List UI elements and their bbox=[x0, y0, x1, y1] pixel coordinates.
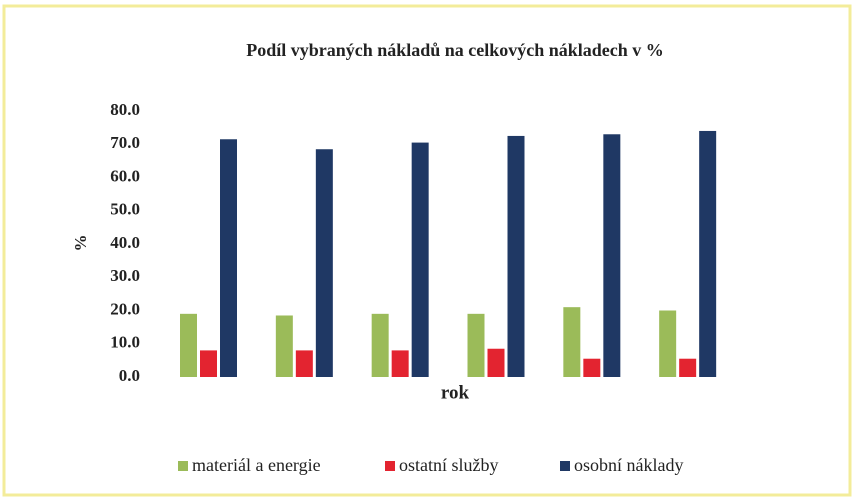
bar bbox=[583, 358, 601, 377]
y-tick-label: 10.0 bbox=[110, 333, 140, 352]
bar bbox=[603, 134, 621, 377]
bar bbox=[180, 313, 197, 377]
legend-label: ostatní služby bbox=[399, 455, 499, 475]
y-axis-label: % bbox=[71, 235, 90, 252]
bar bbox=[699, 130, 717, 377]
x-axis-label: rok bbox=[441, 382, 470, 403]
bar bbox=[563, 307, 581, 377]
bar bbox=[507, 135, 525, 377]
y-tick-label: 70.0 bbox=[110, 133, 140, 152]
legend-swatch bbox=[178, 461, 188, 471]
bar bbox=[315, 149, 333, 377]
bar bbox=[659, 310, 677, 377]
bar bbox=[371, 313, 389, 377]
y-tick-label: 40.0 bbox=[110, 233, 140, 252]
y-tick-label: 50.0 bbox=[110, 200, 140, 219]
bar bbox=[200, 350, 217, 377]
y-tick-label: 20.0 bbox=[110, 299, 140, 318]
bar bbox=[220, 139, 237, 377]
bar bbox=[411, 142, 429, 377]
bar bbox=[467, 313, 485, 377]
y-tick-label: 80.0 bbox=[110, 100, 140, 119]
y-tick-label: 30.0 bbox=[110, 266, 140, 285]
legend-label: osobní náklady bbox=[574, 455, 684, 475]
y-tick-label: 60.0 bbox=[110, 166, 140, 185]
legend-label: materiál a energie bbox=[192, 455, 321, 475]
bar bbox=[487, 348, 505, 377]
bar bbox=[275, 315, 293, 377]
chart-title: Podíl vybraných nákladů na celkových nák… bbox=[246, 40, 664, 60]
y-tick-label: 0.0 bbox=[119, 366, 140, 385]
legend-swatch bbox=[560, 461, 570, 471]
bar bbox=[295, 350, 313, 377]
bar bbox=[391, 350, 409, 377]
legend-swatch bbox=[385, 461, 395, 471]
bar bbox=[679, 358, 697, 377]
